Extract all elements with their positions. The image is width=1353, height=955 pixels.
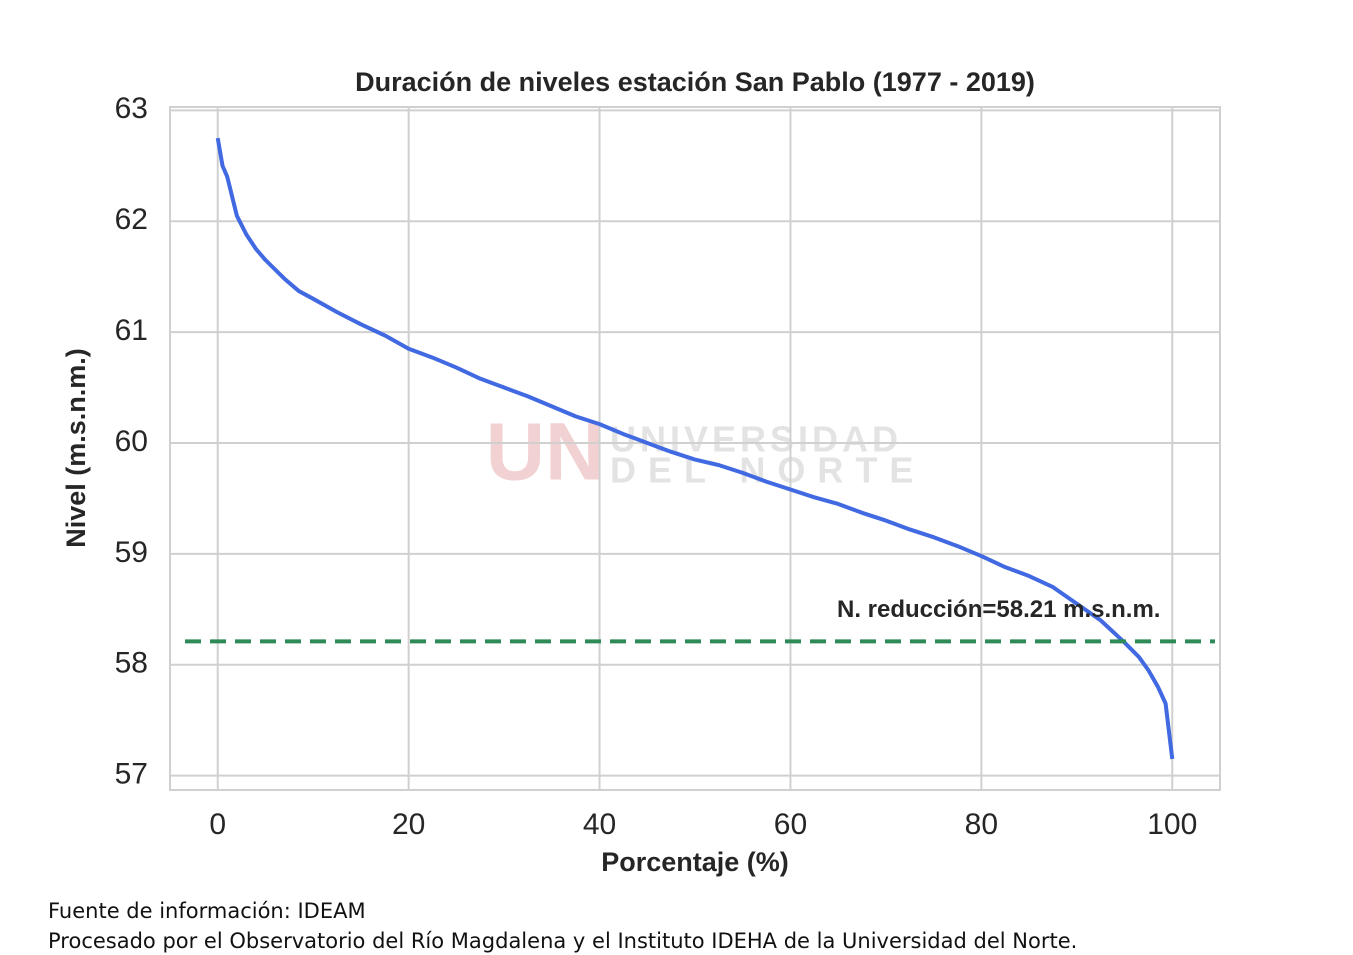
y-tick-label: 58: [115, 647, 148, 680]
x-tick-label: 40: [583, 808, 616, 841]
data-line: [215, 137, 1175, 760]
y-tick-label: 60: [115, 425, 148, 458]
footer-source: Fuente de información: IDEAM: [48, 899, 366, 923]
y-tick-label: 62: [115, 203, 148, 236]
reference-label: N. reducción=58.21 m.s.n.m.: [837, 596, 1160, 623]
y-tick-label: 57: [115, 758, 148, 791]
watermark-logo: UN: [486, 407, 604, 498]
footer-credit: Procesado por el Observatorio del Río Ma…: [48, 929, 1078, 953]
watermark-text: DEL NORTE: [610, 450, 925, 491]
x-tick-label: 60: [774, 808, 807, 841]
chart-title: Duración de niveles estación San Pablo (…: [355, 67, 1035, 97]
y-axis-label: Nivel (m.s.n.m.): [61, 348, 91, 548]
x-axis-label: Porcentaje (%): [601, 847, 789, 877]
x-tick-label: 100: [1147, 808, 1197, 841]
chart: Duración de niveles estación San Pablo (…: [61, 67, 1221, 877]
watermark-text: UNIVERSIDAD: [610, 419, 902, 460]
y-tick-label: 59: [115, 536, 148, 569]
x-tick-label: 0: [209, 808, 226, 841]
x-tick-label: 20: [392, 808, 425, 841]
plot-frame: [169, 106, 1221, 791]
y-tick-label: 63: [115, 92, 148, 125]
y-tick-label: 61: [115, 314, 148, 347]
x-tick-label: 80: [965, 808, 998, 841]
